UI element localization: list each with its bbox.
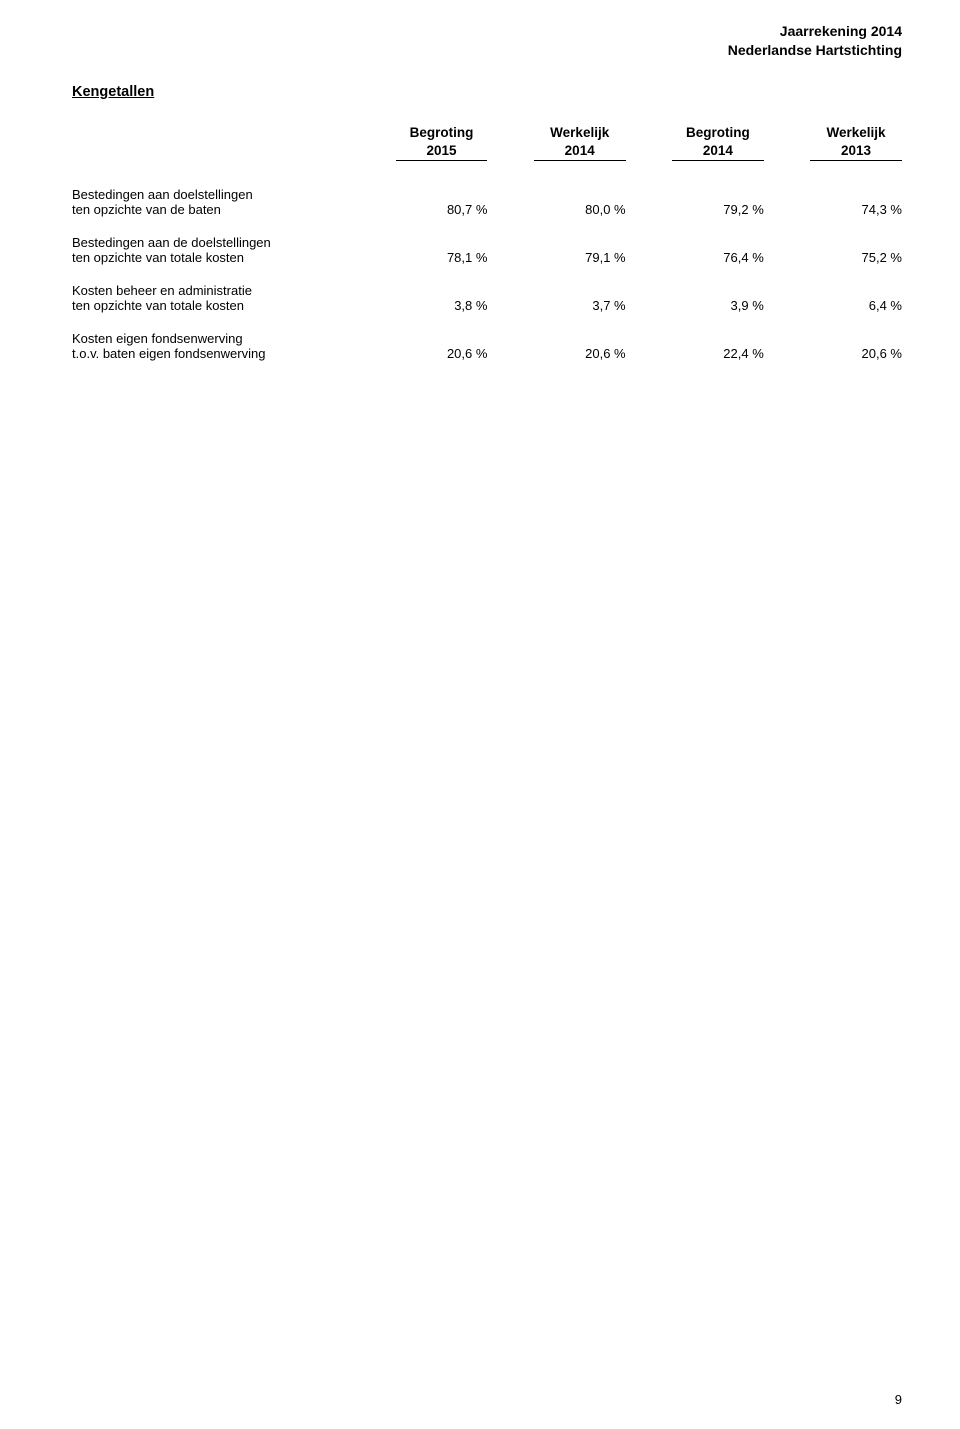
row-value: 80,0 % (534, 202, 626, 217)
row-label-line2: ten opzichte van totale kosten (72, 298, 396, 313)
page: Jaarrekening 2014 Nederlandse Hartsticht… (0, 0, 960, 1429)
table-row: Bestedingen aan de doelstellingen (72, 235, 902, 250)
row-value: 3,8 % (396, 298, 488, 313)
col-header-year: 2014 (703, 143, 733, 158)
row-value: 22,4 % (672, 346, 764, 361)
row-value: 76,4 % (672, 250, 764, 265)
row-value: 74,3 % (810, 202, 902, 217)
row-value: 20,6 % (810, 346, 902, 361)
row-value: 20,6 % (396, 346, 488, 361)
table-row: t.o.v. baten eigen fondsenwerving 20,6 %… (72, 346, 902, 361)
table-header-row: Begroting 2015 Werkelijk 2014 Begroting … (72, 124, 902, 161)
row-value: 80,7 % (396, 202, 488, 217)
row-value: 79,2 % (672, 202, 764, 217)
row-label-line1: Bestedingen aan doelstellingen (72, 187, 396, 202)
row-label-line1: Bestedingen aan de doelstellingen (72, 235, 396, 250)
row-value: 75,2 % (810, 250, 902, 265)
col-header-label: Werkelijk (827, 125, 886, 140)
document-header: Jaarrekening 2014 Nederlandse Hartsticht… (72, 22, 902, 60)
table-row: Kosten eigen fondsenwerving (72, 331, 902, 346)
row-value: 3,9 % (672, 298, 764, 313)
row-value: 3,7 % (534, 298, 626, 313)
table-row: ten opzichte van totale kosten 78,1 % 79… (72, 250, 902, 265)
row-value: 79,1 % (534, 250, 626, 265)
header-line2: Nederlandse Hartstichting (72, 41, 902, 60)
col-header-label: Begroting (686, 125, 750, 140)
row-label-line1: Kosten beheer en administratie (72, 283, 396, 298)
col-header: Begroting 2015 (396, 124, 488, 161)
kengetallen-table: Begroting 2015 Werkelijk 2014 Begroting … (72, 124, 902, 361)
table-row: Bestedingen aan doelstellingen (72, 187, 902, 202)
table-row: Kosten beheer en administratie (72, 283, 902, 298)
page-number: 9 (895, 1392, 902, 1407)
col-header: Begroting 2014 (672, 124, 764, 161)
table-row: ten opzichte van de baten 80,7 % 80,0 % … (72, 202, 902, 217)
row-label-line1: Kosten eigen fondsenwerving (72, 331, 396, 346)
row-value: 78,1 % (396, 250, 488, 265)
row-label-line2: t.o.v. baten eigen fondsenwerving (72, 346, 396, 361)
row-value: 20,6 % (534, 346, 626, 361)
table-row: ten opzichte van totale kosten 3,8 % 3,7… (72, 298, 902, 313)
col-header-year: 2013 (841, 143, 871, 158)
col-header: Werkelijk 2014 (534, 124, 626, 161)
col-header-label: Werkelijk (550, 125, 609, 140)
col-header-label: Begroting (410, 125, 474, 140)
row-label-line2: ten opzichte van totale kosten (72, 250, 396, 265)
row-value: 6,4 % (810, 298, 902, 313)
col-header: Werkelijk 2013 (810, 124, 902, 161)
section-title: Kengetallen (72, 84, 902, 100)
col-header-year: 2015 (427, 143, 457, 158)
header-line1: Jaarrekening 2014 (72, 22, 902, 41)
row-label-line2: ten opzichte van de baten (72, 202, 396, 217)
col-header-year: 2014 (565, 143, 595, 158)
